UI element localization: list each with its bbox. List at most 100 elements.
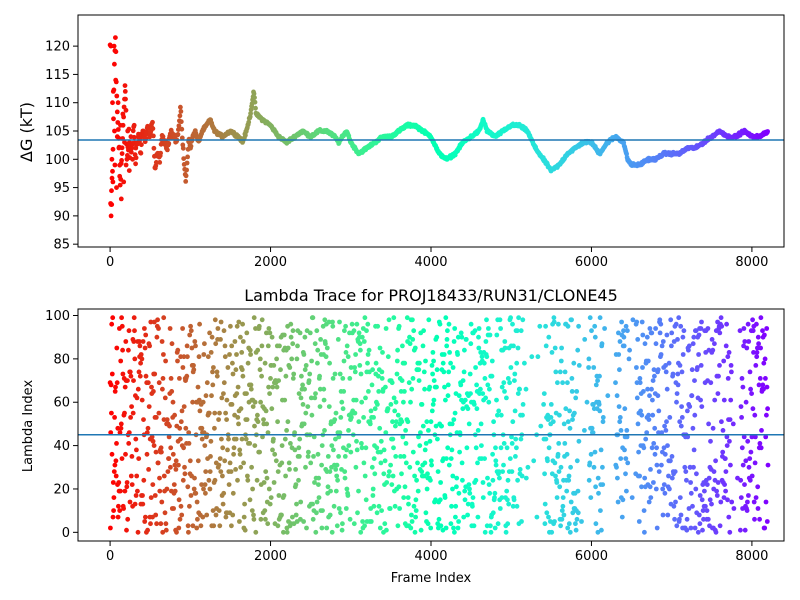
lambda-point	[453, 503, 459, 509]
lambda-point	[312, 480, 317, 485]
lambda-point	[689, 367, 695, 373]
lambda-point	[451, 339, 457, 344]
lambda-point	[271, 363, 277, 368]
lambda-point	[342, 328, 347, 334]
lambda-point	[747, 456, 753, 461]
lambda-point	[229, 343, 235, 349]
lambda-point	[747, 369, 753, 375]
lambda-point	[138, 360, 144, 366]
lambda-point	[718, 315, 724, 321]
lambda-point	[292, 430, 297, 435]
lambda-point	[340, 521, 345, 527]
lambda-point	[410, 337, 416, 342]
lambda-point	[765, 406, 770, 412]
lambda-point	[473, 445, 479, 451]
lambda-point	[437, 321, 443, 327]
lambda-point	[754, 354, 760, 360]
lambda-point	[463, 337, 469, 342]
lambda-point	[394, 371, 400, 377]
lambda-point	[347, 376, 353, 381]
bottom-xlabel: Frame Index	[391, 571, 472, 586]
lambda-point	[288, 441, 293, 446]
lambda-point	[452, 326, 458, 331]
lambda-point	[502, 345, 508, 351]
lambda-point	[118, 421, 124, 427]
lambda-point	[429, 363, 435, 368]
lambda-point	[137, 343, 143, 349]
lambda-point	[337, 430, 343, 435]
lambda-point	[688, 480, 693, 485]
lambda-point	[489, 358, 495, 364]
lambda-point	[557, 484, 563, 490]
lambda-point	[156, 380, 162, 386]
lambda-point	[257, 367, 263, 373]
lambda-point	[462, 397, 468, 403]
dg-point	[126, 168, 132, 174]
lambda-point	[270, 384, 276, 390]
lambda-point	[634, 319, 640, 325]
lambda-point	[714, 488, 719, 494]
lambda-point	[334, 473, 340, 479]
bottom-ytick-label: 0	[62, 526, 70, 541]
lambda-point	[445, 445, 451, 451]
lambda-point	[345, 354, 351, 360]
lambda-point	[669, 330, 675, 336]
lambda-point	[179, 512, 185, 518]
lambda-point	[395, 523, 401, 529]
lambda-point	[110, 480, 116, 485]
lambda-point	[520, 402, 526, 407]
lambda-point	[649, 445, 655, 451]
top-xtick-label: 8000	[735, 255, 768, 270]
lambda-point	[225, 447, 230, 453]
lambda-point	[738, 495, 744, 500]
lambda-point	[626, 356, 632, 362]
lambda-point	[360, 519, 365, 524]
lambda-point	[199, 436, 205, 442]
lambda-point	[148, 319, 154, 325]
lambda-point	[678, 512, 684, 518]
lambda-point	[307, 330, 313, 336]
lambda-point	[752, 516, 757, 522]
lambda-point	[505, 477, 511, 483]
lambda-point	[515, 345, 521, 351]
lambda-point	[130, 410, 136, 416]
lambda-point	[309, 412, 315, 418]
lambda-point	[319, 443, 325, 448]
lambda-point	[592, 334, 598, 340]
lambda-point	[142, 519, 148, 524]
dg-point	[110, 168, 115, 174]
lambda-point	[687, 404, 693, 409]
lambda-point	[593, 521, 599, 527]
lambda-point	[636, 519, 642, 524]
lambda-point	[339, 399, 345, 405]
lambda-point	[391, 445, 396, 451]
lambda-point	[545, 458, 550, 464]
lambda-point	[462, 497, 468, 503]
lambda-point	[424, 486, 430, 492]
lambda-point	[342, 469, 348, 474]
lambda-point	[394, 358, 400, 364]
lambda-point	[408, 525, 414, 531]
lambda-point	[515, 391, 521, 396]
lambda-point	[660, 512, 666, 518]
lambda-point	[745, 438, 751, 444]
lambda-point	[298, 395, 304, 401]
lambda-point	[343, 506, 349, 511]
lambda-point	[668, 317, 674, 323]
lambda-point	[568, 499, 574, 505]
lambda-point	[413, 497, 419, 503]
lambda-point	[618, 456, 624, 461]
lambda-point	[284, 529, 290, 535]
lambda-point	[113, 384, 118, 390]
lambda-point	[112, 415, 117, 420]
lambda-point	[754, 321, 759, 327]
lambda-point	[247, 441, 253, 446]
lambda-point	[378, 449, 383, 455]
lambda-point	[698, 363, 704, 368]
lambda-point	[673, 499, 678, 505]
lambda-point	[193, 490, 199, 496]
lambda-point	[655, 393, 661, 399]
lambda-point	[261, 417, 266, 422]
lambda-point	[134, 447, 139, 453]
lambda-point	[328, 488, 333, 494]
